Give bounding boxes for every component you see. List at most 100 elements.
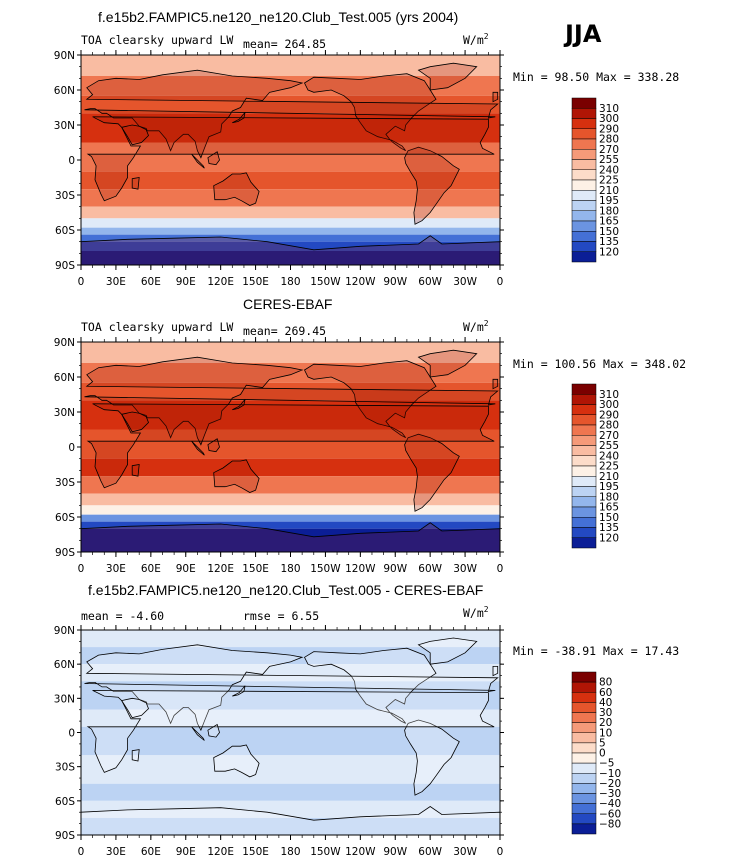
panel-2-colorbar-swatch-4 <box>571 424 597 436</box>
panel-3-xtick-label-9: 90W <box>383 846 407 858</box>
panel-2-colorbar-label-5: 255 <box>599 440 619 452</box>
panel-3-colorbar-label-9: −10 <box>599 768 621 780</box>
panel-1-colorbar-swatch-15 <box>571 251 597 263</box>
panel-3-colorbar-label-4: 20 <box>599 717 612 729</box>
panel-2-band-7 <box>81 493 500 506</box>
panel-3-coastline-8 <box>131 749 140 762</box>
panel-1-colorbar-label-7: 225 <box>599 175 619 187</box>
panel-1-colorbar-swatch-13 <box>571 231 597 242</box>
panel-3-colorbar-swatch-11 <box>571 783 597 794</box>
panel-2-band-11 <box>81 528 500 538</box>
panel-3-xtick-label-6: 180 <box>280 846 300 858</box>
panel-2-colorbar-swatch-12 <box>571 506 597 518</box>
panel-2-ytick-label-2: 30N <box>54 407 75 419</box>
panel-1-units: W/m2 <box>463 32 489 47</box>
panel-1-band-0 <box>81 55 500 76</box>
panel-2-xtick-label-12: 0 <box>497 563 504 575</box>
panel-1-band-7 <box>81 206 500 219</box>
panel-1-coastline-8 <box>131 177 140 190</box>
panel-3-rmse: rmse = 6.55 <box>243 609 320 623</box>
panel-2-band-8 <box>81 505 500 515</box>
panel-1-coastline-10 <box>191 153 205 169</box>
panel-2-left-label: TOA clearsky upward LW <box>81 320 234 334</box>
panel-1-coastline-9 <box>207 151 220 166</box>
panel-2-title: CERES-EBAF <box>243 296 333 312</box>
panel-1-band-8 <box>81 218 500 228</box>
panel-1-xtick-label-11: 30W <box>453 276 477 288</box>
panel-2-ytick-label-1: 60N <box>54 372 75 384</box>
panel-3-xtick-label-10: 60W <box>418 846 442 858</box>
panel-1-mean: mean= 264.85 <box>243 37 327 51</box>
panel-1-colorbar-swatch-2 <box>571 118 597 129</box>
panel-1-ytick-label-4: 30S <box>55 190 75 202</box>
panel-1-colorbar-swatch-0 <box>571 97 597 109</box>
panel-1-colorbar-label-5: 255 <box>599 154 619 166</box>
panel-1-colorbar-label-6: 240 <box>599 164 619 176</box>
panel-1-colorbar-label-13: 135 <box>599 236 619 248</box>
panel-3-colorbar-label-0: 80 <box>599 677 612 689</box>
panel-2-coastline-1 <box>417 349 478 378</box>
panel-3-title: f.e15b2.FAMPIC5.ne120_ne120.Club_Test.00… <box>88 582 484 598</box>
panel-1-xtick-label-2: 60E <box>141 276 161 288</box>
panel-1-coastline-2 <box>404 146 460 225</box>
panel-2-colorbar-swatch-9 <box>571 476 597 487</box>
panel-2-minmax: Min = 100.56 Max = 348.02 <box>513 357 687 371</box>
panel-2-coastline-4 <box>86 403 495 489</box>
panel-3-coastline-1 <box>417 637 478 665</box>
panel-3-colorbar-swatch-9 <box>571 762 597 774</box>
panel-3-colorbar-swatch-1 <box>571 681 597 693</box>
panel-3-band-4 <box>81 709 500 727</box>
panel-1-xtick-label-4: 120E <box>207 276 234 288</box>
panel-1-minmax: Min = 98.50 Max = 338.28 <box>513 70 680 84</box>
panel-2-xtick-label-5: 150E <box>242 563 269 575</box>
panel-2-colorbar-label-10: 180 <box>599 491 619 503</box>
panel-2-colorbar-label-9: 195 <box>599 481 619 493</box>
panel-3-colorbar-swatch-3 <box>571 702 597 713</box>
panel-3-colorbar-swatch-10 <box>571 773 597 784</box>
panel-2-colorbar-swatch-2 <box>571 404 597 415</box>
panel-1-band-4 <box>81 142 500 172</box>
panel-1-colorbar-swatch-10 <box>571 200 597 211</box>
panel-3-band-7 <box>81 783 500 801</box>
panel-1-coastline-6 <box>213 172 260 206</box>
panel-2-colorbar-swatch-14 <box>571 527 597 538</box>
panel-2-xtick-label-8: 120W <box>345 563 376 575</box>
panel-1-xtick-label-6: 180 <box>280 276 300 288</box>
panel-3-band-1 <box>81 647 500 665</box>
panel-3-band-0 <box>81 630 500 648</box>
panel-2-band-1 <box>81 363 500 383</box>
panel-3-xtick-label-5: 150E <box>242 846 269 858</box>
panel-1-xtick-label-5: 150E <box>242 276 269 288</box>
panel-2-colorbar-swatch-8 <box>571 465 597 477</box>
panel-2-coastline-6 <box>213 459 260 493</box>
panel-3-band-6 <box>81 755 500 784</box>
panel-2-colorbar-label-2: 290 <box>599 409 619 421</box>
panel-2-colorbar-swatch-10 <box>571 486 597 497</box>
panel-1-colorbar-swatch-1 <box>571 108 597 119</box>
panel-2-colorbar-swatch-3 <box>571 414 597 426</box>
panel-3-colorbar-swatch-5 <box>571 722 597 733</box>
panel-1-coastline-5 <box>121 124 149 146</box>
panel-3-band-5 <box>81 726 500 756</box>
panel-2-xtick-label-1: 30E <box>106 563 126 575</box>
panel-1-colorbar-swatch-8 <box>571 179 597 191</box>
panel-2-xtick-label-0: 0 <box>78 563 85 575</box>
panel-1-xtick-label-7: 150W <box>310 276 341 288</box>
panel-1-colorbar-label-14: 120 <box>599 246 619 258</box>
panel-3-colorbar-label-2: 40 <box>599 697 612 709</box>
panel-3-colorbar-swatch-6 <box>571 732 597 744</box>
panel-1-ytick-label-1: 60N <box>54 85 75 97</box>
panel-1-colorbar-swatch-12 <box>571 220 597 232</box>
panel-3-coastline-6 <box>213 744 260 778</box>
panel-3-band-3 <box>81 681 500 710</box>
panel-1-colorbar-label-9: 195 <box>599 195 619 207</box>
panel-1-xtick-label-3: 90E <box>176 276 196 288</box>
panel-3-colorbar-label-3: 30 <box>599 707 612 719</box>
panel-3-ytick-label-2: 30N <box>54 693 75 705</box>
panel-1-coastline-12 <box>492 91 499 103</box>
panel-1-ytick-label-5: 60S <box>55 225 75 237</box>
panel-3-xtick-label-8: 120W <box>345 846 376 858</box>
panel-2-colorbar-label-4: 270 <box>599 430 619 442</box>
